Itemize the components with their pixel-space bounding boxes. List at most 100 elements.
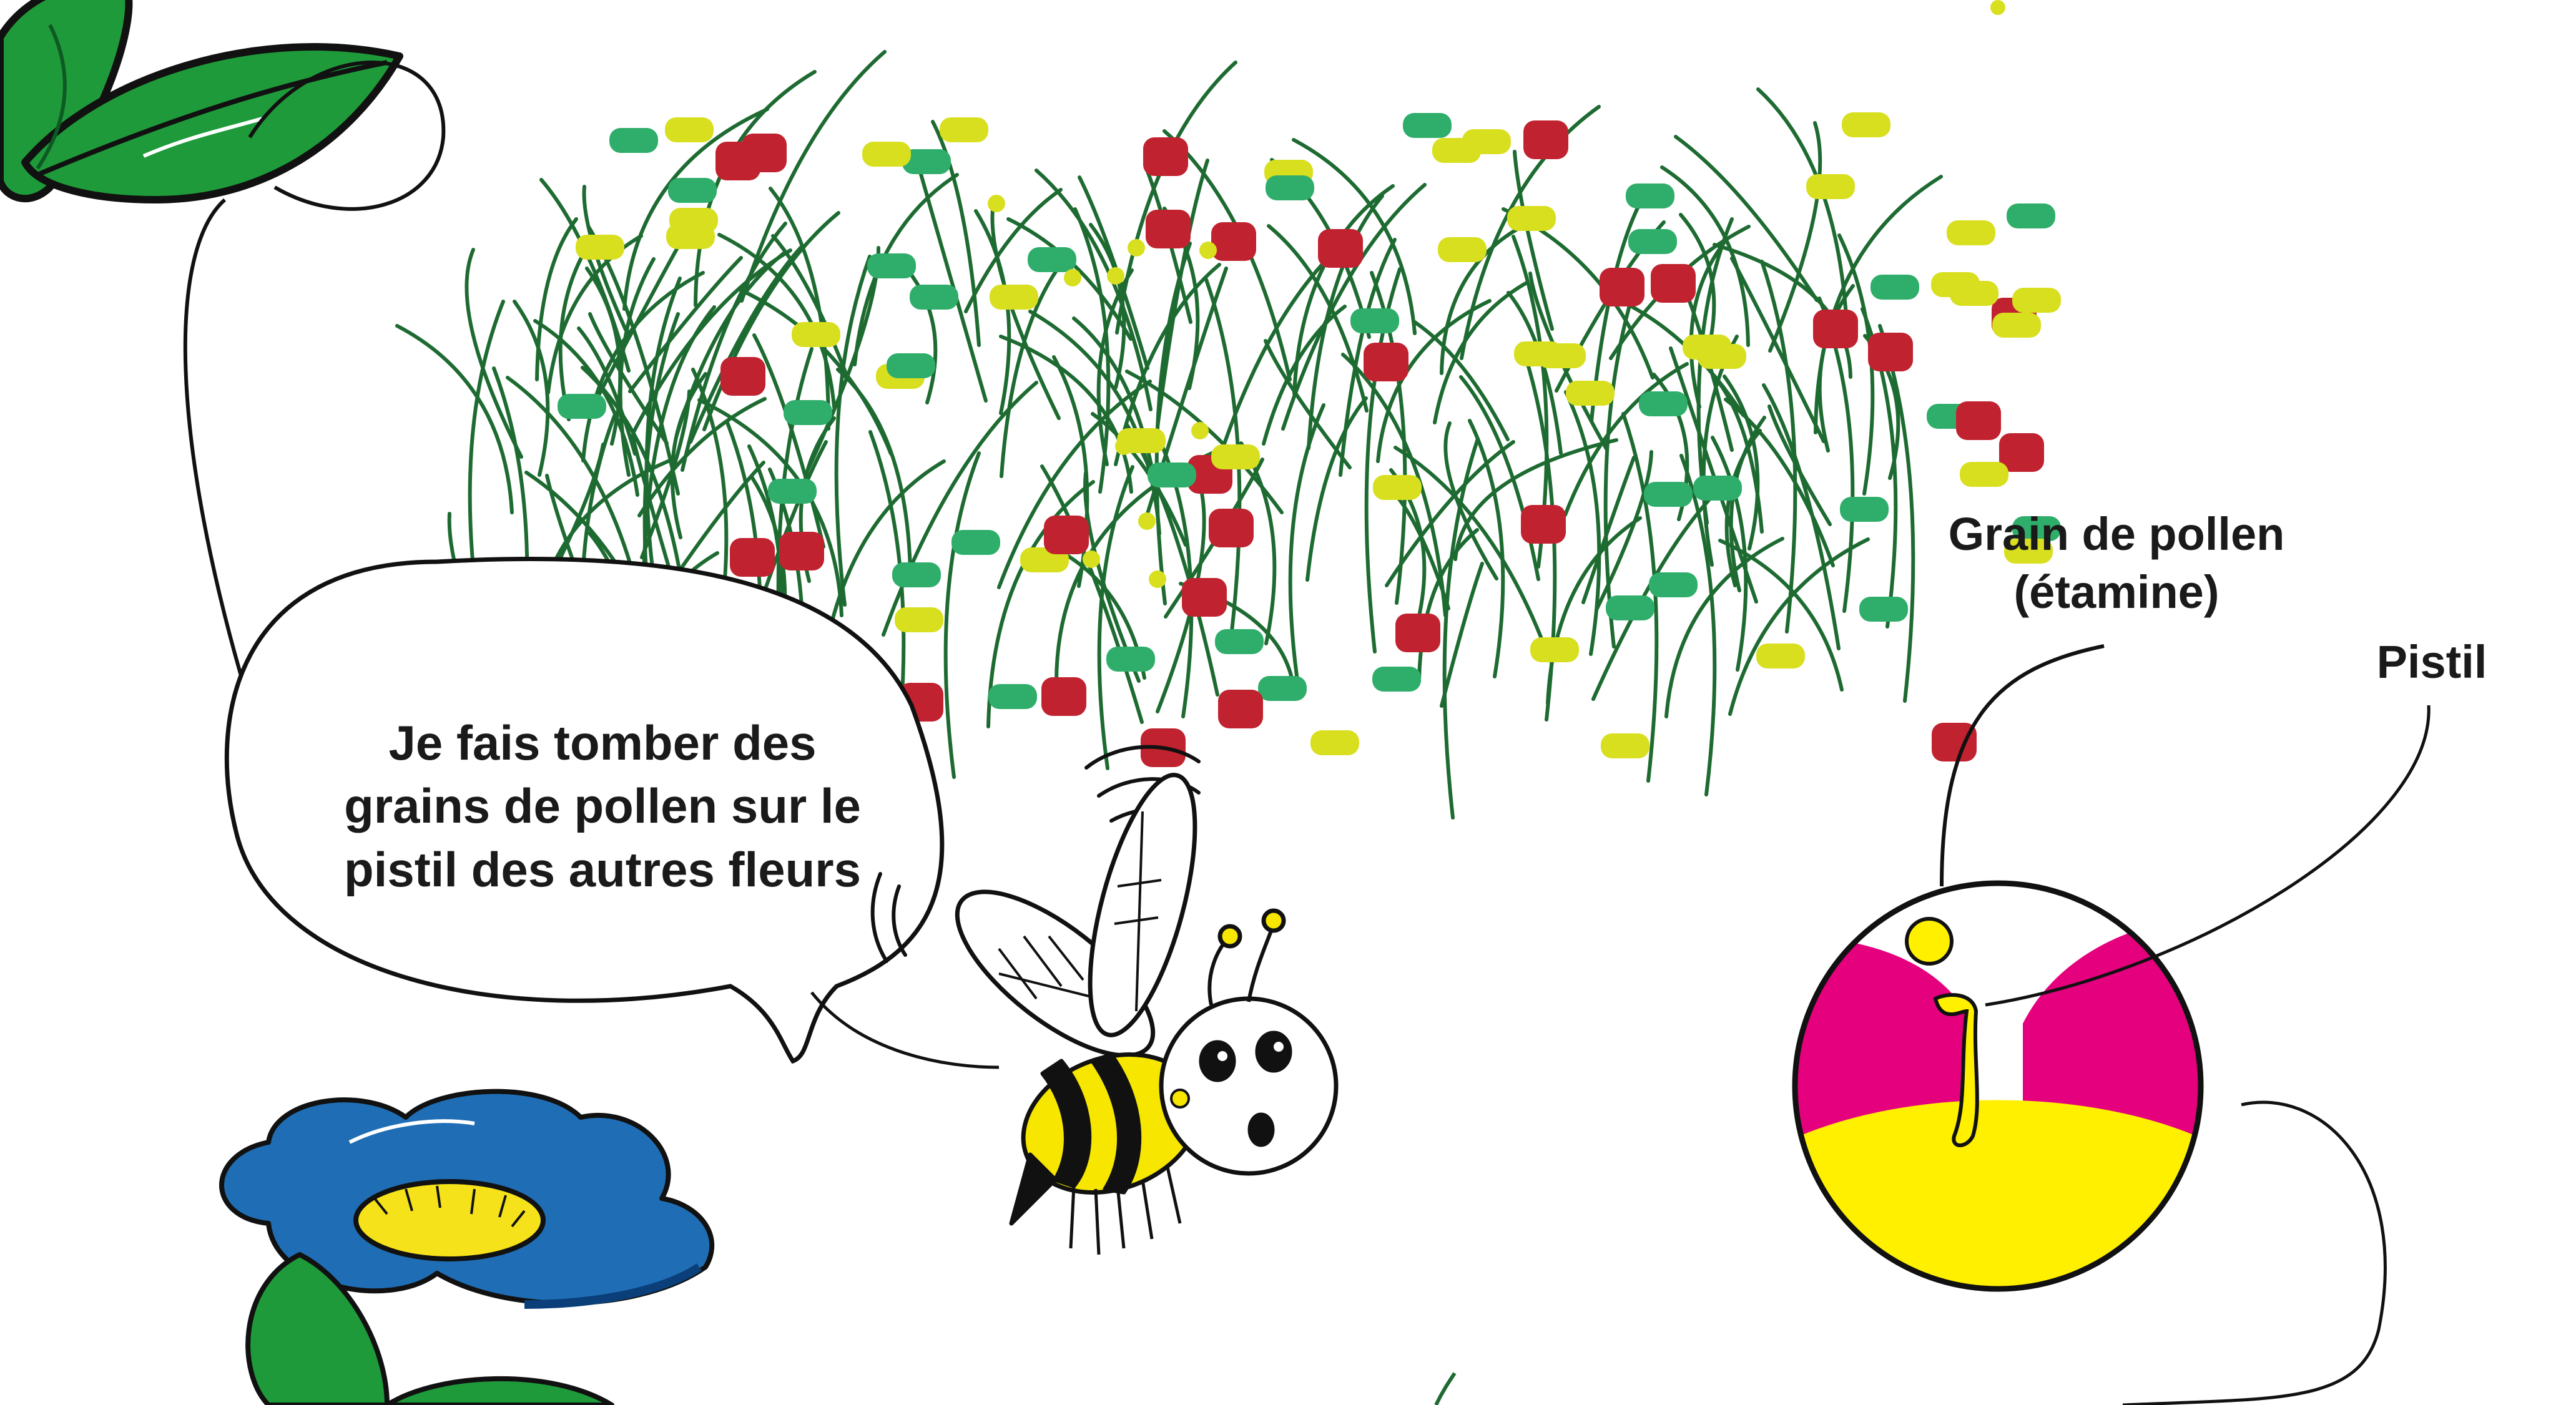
grass-blade [637,397,767,517]
grass-blade [1674,135,1819,302]
pollen-dot [768,479,817,504]
pollen-dot [1106,647,1155,672]
pollen-dot [940,117,988,142]
grass-blade [964,188,1063,313]
bee-cheek-pollen [1170,1089,1190,1109]
pollen-dot [1215,629,1264,654]
pollen-dot [779,532,824,570]
grass-blade [1814,175,1943,434]
magenta-petal-right [2023,918,2201,1142]
leaf-lower [21,43,403,203]
grass-blade [644,277,682,590]
pollen-dot [1626,184,1674,208]
pollen-speck [1138,512,1156,530]
grass-blade [1281,183,1427,431]
pollen-dot [1310,730,1359,755]
pollen-dot [1143,137,1188,176]
grass-blade [1096,268,1134,466]
pollen-dot [1600,268,1644,306]
pollen-dot [902,149,951,174]
pollen-dot [1438,237,1487,262]
pollen-dot [1932,723,1977,761]
leaf-vein [36,60,388,177]
magenta-petal-left [1795,936,1973,1142]
pollen-dot [1601,733,1649,758]
pollen-dot [895,607,943,632]
pollen-dot [669,208,718,233]
bee-stinger [1009,1152,1058,1226]
pollen-dot [1931,272,1980,297]
pollen-dot [1372,667,1421,692]
pistil-zoom-circle [1792,880,2204,1292]
grass-blade [1204,278,1242,639]
bee-legs [1069,1167,1182,1255]
pollen-dot [665,117,714,142]
pollen-dot [1693,476,1742,501]
grass-blade [1581,456,1636,604]
pollen-dot [1999,433,2044,472]
speech-bubble [224,556,945,1064]
bee-mouth [1247,1112,1275,1147]
grass-blade [1728,537,1870,716]
pollen-dot [1521,505,1566,544]
pollen-dot [609,128,658,153]
pollen-dot [1960,462,2008,487]
grass-blade [1453,438,1618,561]
pollen-grain-label: Grain de pollen (étamine) [1873,506,2360,621]
pollen-dot [1266,175,1314,200]
pollen-dot [1218,690,1263,728]
bubble-tail-line [810,991,1000,1069]
grass-blade [1305,396,1368,582]
pollen-dot [1523,120,1568,159]
pollen-dot [1644,482,1693,507]
grass-blade [999,335,1133,494]
pollen-dot [1639,391,1688,416]
flower-leaf-2 [385,1376,614,1405]
pollen-dot [1956,401,2001,440]
grass-blade [836,368,912,572]
grass-blade [1394,446,1545,644]
pollen-dot [792,322,840,347]
grass-blade [675,252,785,437]
pollen-dot [1209,509,1254,547]
bee-stripe-2 [1090,1052,1142,1195]
pollen-dot [1044,516,1089,554]
grass-blade [395,324,514,514]
pollen-speck [1083,551,1100,568]
grass-blade [681,222,787,472]
pollen-dot [951,530,1000,555]
pollen-speck [1149,570,1166,588]
bee-antenna-right [1247,923,1276,1002]
grass-blade [1468,419,1505,678]
pollen-dot [1318,229,1363,268]
grass-blade [1000,255,1068,478]
top-left-leaves [0,0,403,203]
pollen-dot [1840,497,1889,522]
pollen-dot [892,562,941,587]
grass-blade [769,187,830,431]
pollen-dot [887,353,935,378]
grass-blade [1664,537,1784,718]
grass-blade [1837,233,1875,496]
bee-head [1159,996,1339,1176]
grass-blade [918,168,988,403]
pollen-dot [742,134,787,172]
grass-blade [1603,273,1641,649]
pollen-dot [1364,343,1408,381]
grass-blade [513,300,550,477]
pollen-dot [1756,644,1805,668]
pollen-speck [988,195,1005,212]
pollen-dot [1649,572,1698,597]
pollen-dot [730,538,775,577]
grass-blade [717,233,836,409]
pollen-dot [1350,308,1399,333]
speech-bubble-text: Je fais tomber des grains de pollen sur … [275,712,930,901]
pollen-dot [1566,381,1615,406]
grass-blade [1442,437,1480,820]
grass-blade [1711,436,1748,672]
speech-line-1: Je fais tomber des [388,715,817,770]
grass-blade [1114,263,1221,466]
pollen-dot [1258,676,1307,701]
pollen-speck [1199,242,1217,259]
